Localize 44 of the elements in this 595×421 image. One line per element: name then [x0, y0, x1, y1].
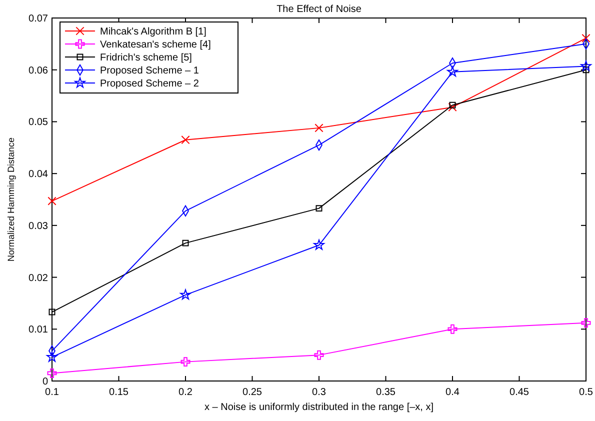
y-tick-label: 0.06 [28, 65, 48, 76]
x-tick-label: 0.2 [178, 387, 193, 398]
point [182, 240, 189, 246]
y-tick-label: 0.02 [28, 272, 48, 284]
chart-title: The Effect of Noise [276, 4, 362, 15]
y-tick-label: 0.01 [28, 324, 48, 336]
point [316, 205, 322, 212]
x-axis-title: x – Noise is uniformly distributed in the range [–x, x] [204, 402, 434, 413]
x-tick-label: 0.15 [109, 387, 129, 398]
point [447, 66, 458, 77]
x-tick-label: 0.4 [446, 387, 460, 398]
y-tick-label: 0.05 [28, 117, 48, 128]
legend-label: Venkatesan's scheme [4] [100, 40, 212, 50]
y-tick-label: 0.03 [28, 220, 48, 232]
legend-label: Mihcak's Algorithm B [1] [100, 26, 207, 38]
point [582, 34, 590, 43]
legend-label: Proposed Scheme – 1 [100, 66, 200, 76]
point [46, 351, 58, 362]
x-tick-label: 0.1 [45, 387, 60, 398]
y-axis-title: Normalized Hamming Distance [6, 137, 16, 262]
x-tick-label: 0.45 [510, 387, 530, 398]
point [48, 196, 56, 206]
y-tick-label: 0.04 [28, 169, 48, 180]
y-tick-label: 0 [42, 376, 48, 388]
y-tick-label: 0.07 [28, 14, 48, 24]
point [48, 308, 56, 316]
point [314, 239, 324, 250]
point [449, 102, 456, 108]
point [180, 357, 190, 367]
x-tick-label: 0.35 [376, 387, 396, 398]
point [448, 102, 457, 112]
legend-label: Fridrich's scheme [5] [100, 52, 192, 64]
point [448, 324, 458, 334]
point [314, 350, 324, 360]
x-tick-label: 0.5 [579, 387, 594, 398]
legend-label: Proposed Scheme – 2 [100, 78, 200, 90]
point [580, 60, 592, 71]
point [581, 318, 591, 328]
point [314, 124, 324, 132]
x-tick-label: 0.3 [312, 387, 326, 398]
point [180, 289, 191, 300]
point [181, 136, 190, 144]
point [47, 368, 57, 378]
x-tick-label: 0.25 [242, 387, 262, 398]
